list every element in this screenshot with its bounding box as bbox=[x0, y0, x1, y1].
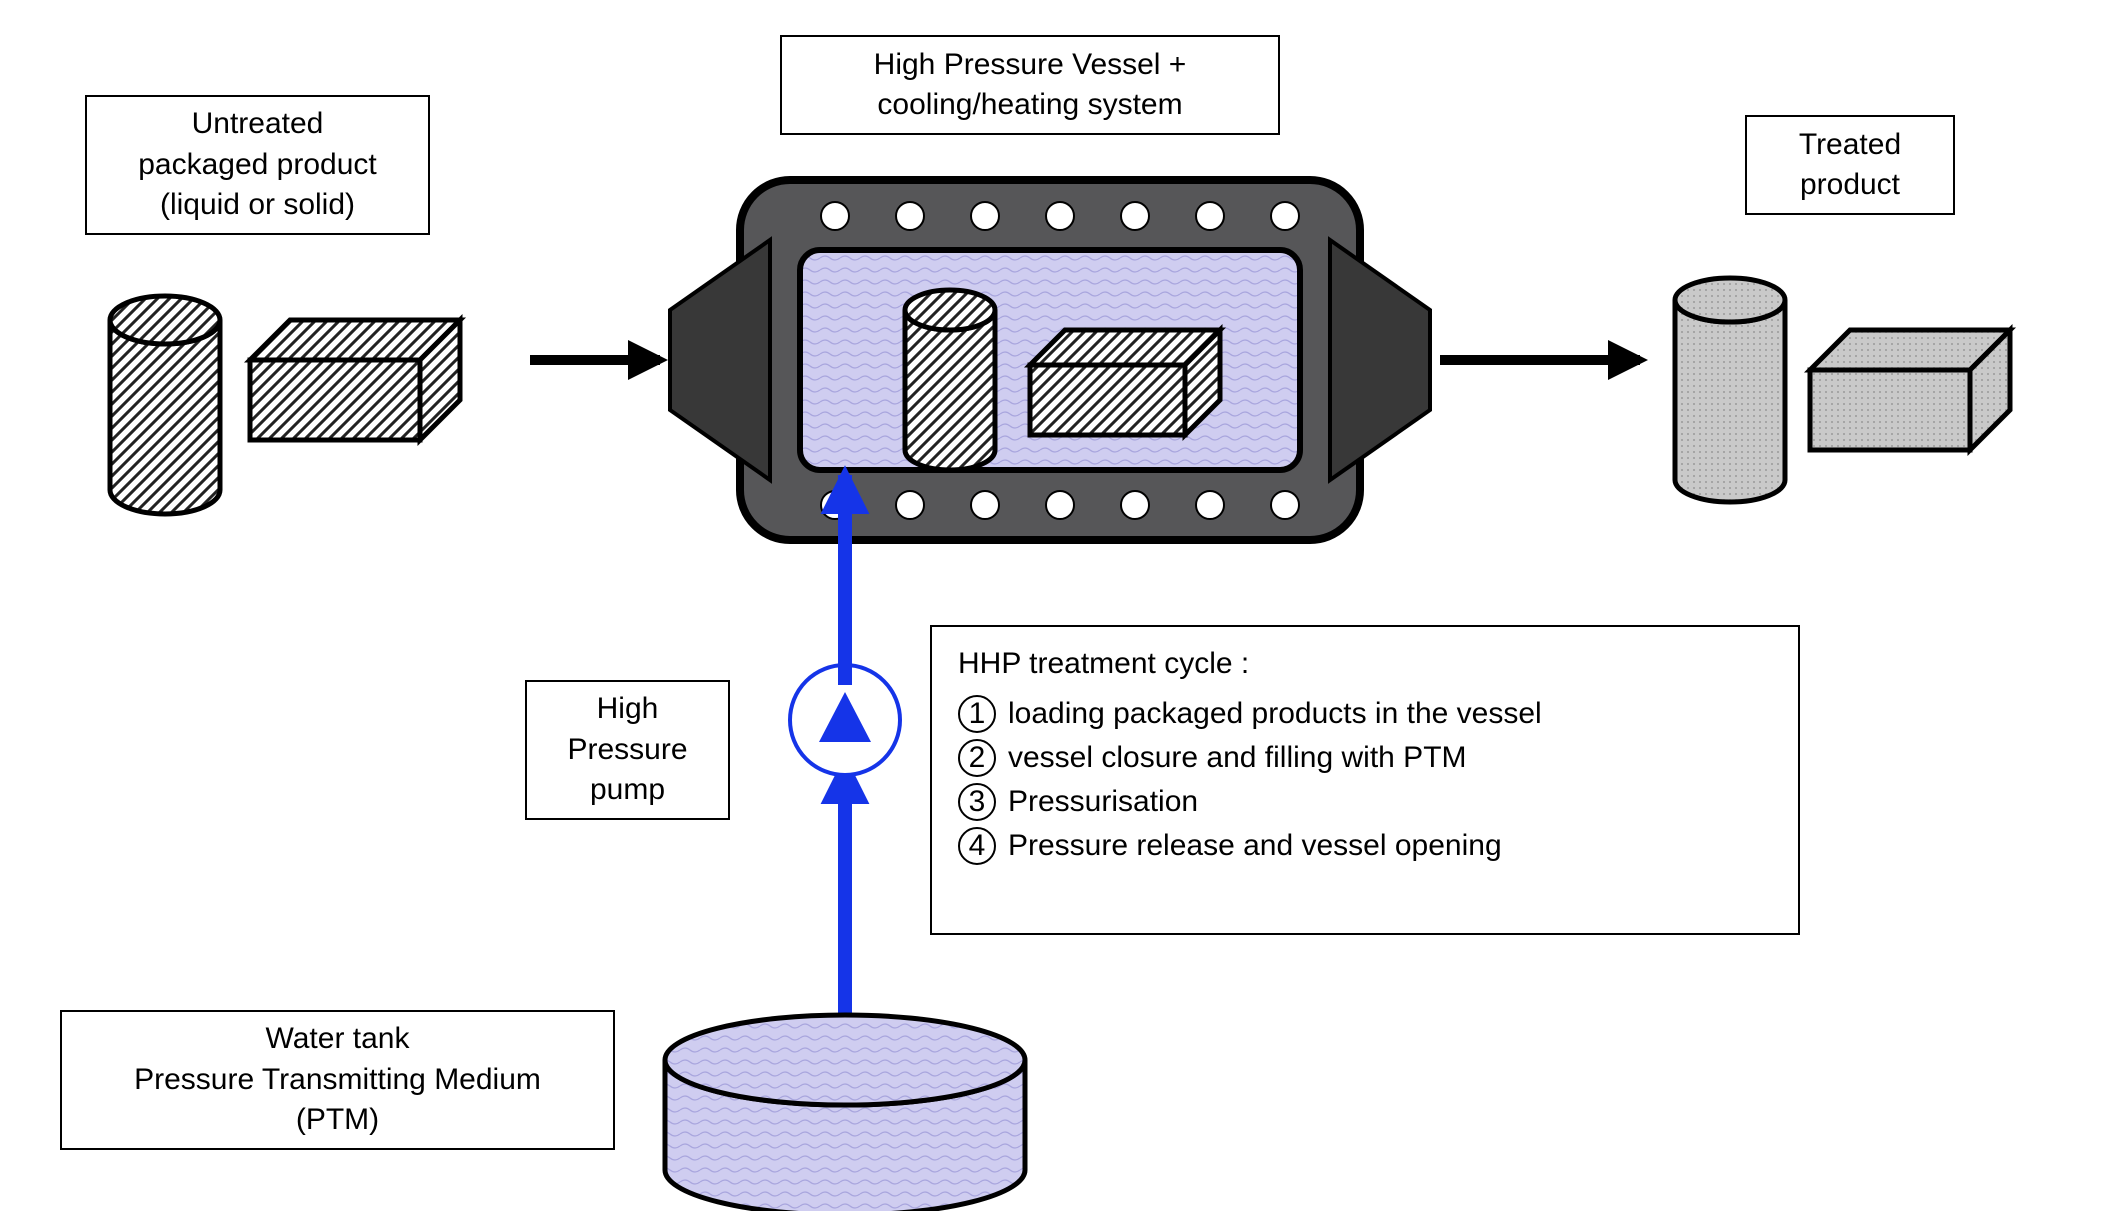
diagram-svg bbox=[0, 0, 2120, 1211]
untreated-products bbox=[110, 296, 460, 514]
treated-products bbox=[1675, 278, 2010, 502]
vessel-left-cap bbox=[670, 240, 770, 480]
water-tank bbox=[665, 1015, 1025, 1211]
vessel-right-cap bbox=[1330, 240, 1430, 480]
